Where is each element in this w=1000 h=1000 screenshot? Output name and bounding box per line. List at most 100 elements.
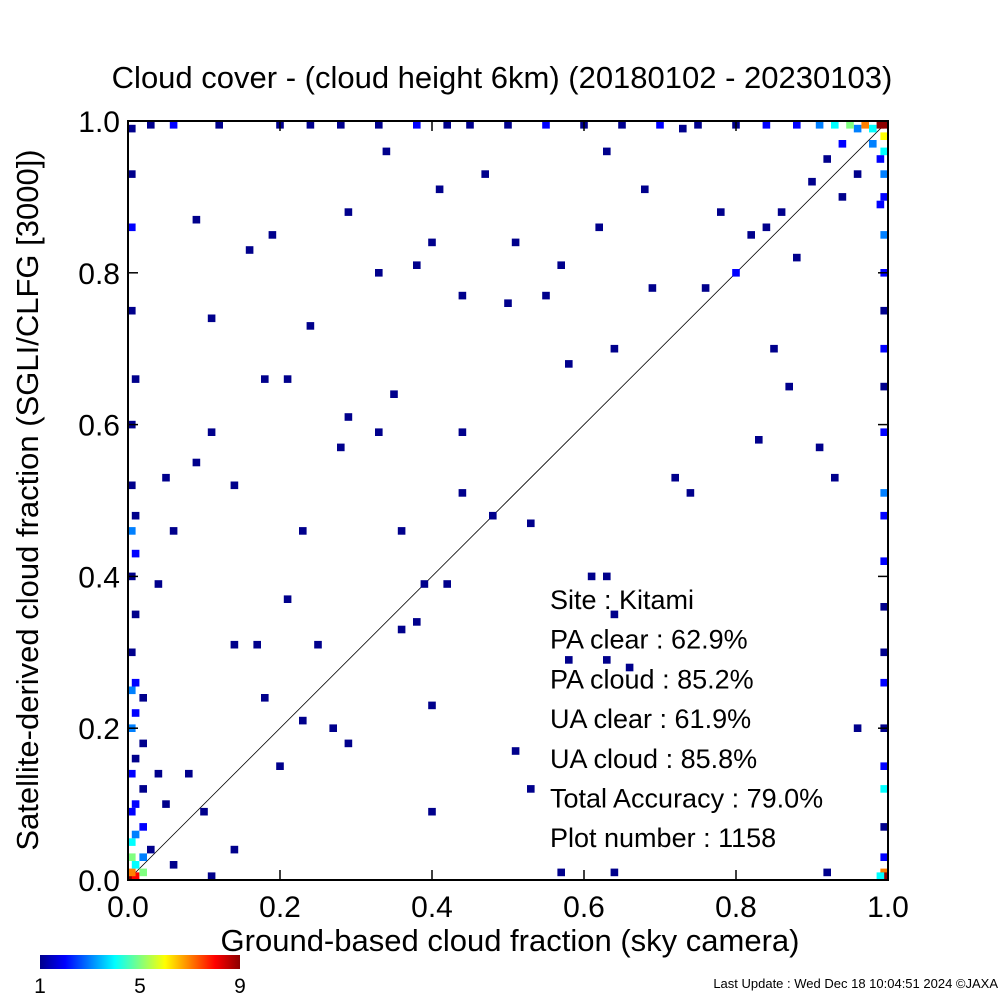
stat-line: Plot number : 1158	[550, 823, 776, 853]
x-axis-label: Ground-based cloud fraction (sky camera)	[221, 923, 800, 958]
heatmap-cell	[162, 473, 170, 482]
heatmap-cell	[215, 121, 223, 129]
heatmap-cell	[838, 193, 847, 201]
heatmap-cell	[283, 595, 292, 603]
heatmap-cell	[481, 170, 489, 178]
heatmap-cell	[139, 694, 147, 702]
heatmap-cell	[299, 716, 307, 725]
heatmap-cell	[131, 872, 140, 880]
heatmap-cell	[808, 177, 816, 186]
heatmap-cell	[880, 147, 888, 156]
heatmap-cell	[880, 193, 888, 201]
heatmap-cell	[869, 124, 877, 133]
heatmap-cell	[253, 640, 261, 649]
heatmap-cell	[511, 238, 520, 247]
heatmap-cell	[230, 845, 239, 854]
stat-line: UA cloud : 85.8%	[550, 744, 757, 774]
heatmap-cell	[131, 610, 140, 619]
heatmap-cell	[128, 807, 136, 816]
heatmap-cell	[679, 124, 687, 133]
heatmap-cell	[603, 572, 611, 581]
heatmap-cell	[880, 785, 888, 793]
heatmap-cell	[131, 861, 140, 869]
heatmap-cell	[846, 121, 854, 129]
heatmap-cell	[489, 511, 497, 520]
heatmap-cell	[207, 428, 216, 436]
heatmap-cell	[686, 489, 695, 497]
heatmap-cell	[169, 861, 178, 869]
heatmap-cell	[128, 124, 136, 133]
heatmap-cell	[861, 121, 869, 129]
colorbar-tick: 1	[34, 975, 46, 998]
heatmap-cell	[344, 739, 353, 748]
heatmap-cell	[139, 868, 147, 877]
heatmap-cell	[131, 709, 140, 717]
heatmap-cell	[128, 648, 136, 657]
heatmap-cell	[128, 306, 136, 315]
heatmap-cell	[375, 121, 383, 129]
heatmap-cell	[162, 800, 170, 808]
heatmap-cell	[785, 382, 793, 391]
heatmap-cell	[557, 261, 565, 269]
heatmap-cell	[428, 238, 436, 247]
heatmap-cell	[610, 610, 619, 619]
heatmap-cell	[610, 868, 619, 877]
heatmap-cell	[128, 686, 136, 695]
heatmap-cell	[192, 458, 201, 467]
heatmap-cell	[793, 121, 801, 129]
heatmap-cell	[880, 872, 888, 880]
heatmap-cell	[542, 121, 550, 129]
heatmap-cell	[207, 872, 216, 880]
heatmap-cell	[147, 845, 155, 854]
heatmap-cell	[694, 121, 702, 129]
heatmap-cell	[413, 261, 421, 269]
heatmap-cell	[128, 769, 136, 778]
heatmap-cell	[207, 314, 216, 323]
heatmap-cell	[880, 231, 888, 239]
heatmap-cell	[428, 701, 436, 710]
heatmap-cell	[458, 428, 467, 436]
heatmap-cell	[139, 785, 147, 793]
heatmap-cell	[815, 443, 824, 452]
heatmap-cell	[610, 344, 619, 353]
y-axis-label: Satellite-derived cloud fraction (SGLI/C…	[10, 149, 45, 850]
heatmap-cell	[880, 489, 888, 497]
heatmap-cell	[880, 121, 888, 129]
heatmap-cell	[344, 208, 353, 216]
heatmap-cell	[880, 511, 888, 520]
heatmap-cell	[458, 291, 467, 300]
heatmap-cell	[504, 121, 512, 129]
heatmap-cell	[314, 640, 322, 649]
stats-box: Site : Kitami PA clear : 62.9% PA cloud : …	[550, 585, 823, 853]
heatmap-cell	[131, 754, 140, 763]
colorbar-tick: 5	[134, 975, 146, 998]
stat-line: PA cloud : 85.2%	[550, 664, 754, 694]
heatmap-cell	[230, 640, 239, 649]
heatmap-cell	[128, 853, 136, 861]
heatmap-cell	[337, 443, 345, 452]
heatmap-cell	[413, 121, 421, 129]
heatmap-cell	[128, 838, 136, 846]
heatmap-cell	[880, 170, 888, 178]
heatmap-cell	[777, 208, 786, 216]
heatmap-cell	[565, 360, 573, 368]
heatmap-cell	[139, 823, 147, 831]
heatmap-cell	[268, 231, 277, 239]
x-tick-label: 1.0	[867, 891, 909, 924]
heatmap-cell	[128, 170, 136, 178]
one-to-one-line	[127, 120, 889, 881]
heatmap-cell	[382, 147, 391, 156]
heatmap-cell	[880, 306, 888, 315]
heatmap-cell	[131, 678, 140, 687]
heatmap-cell	[747, 231, 755, 239]
heatmap-cell	[656, 121, 664, 129]
heatmap-cell	[154, 769, 163, 778]
heatmap-cell	[200, 807, 208, 816]
x-tick-label: 0.4	[411, 891, 453, 924]
heatmap-cell	[755, 436, 763, 444]
x-tick-label: 0.6	[563, 891, 605, 924]
x-tick-label: 0.0	[107, 891, 149, 924]
stat-line: Total Accuracy : 79.0%	[550, 784, 823, 814]
heatmap-cell	[876, 200, 885, 209]
heatmap-cell	[128, 481, 136, 490]
